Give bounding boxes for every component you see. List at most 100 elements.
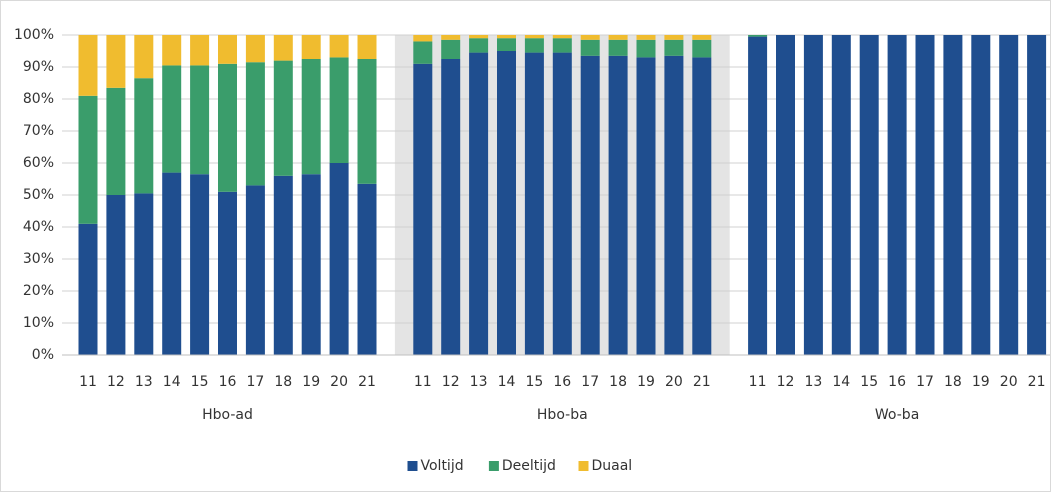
bar-segment <box>190 65 210 175</box>
bar-segment <box>469 38 489 53</box>
bar-segment <box>218 35 237 64</box>
x-tick-label: 15 <box>860 374 878 390</box>
bar-segment <box>469 52 489 355</box>
bar-segment <box>218 63 237 192</box>
x-tick-label: 13 <box>804 374 822 390</box>
bar-segment <box>580 39 600 56</box>
x-tick-label: 11 <box>79 374 97 390</box>
x-tick-label: 18 <box>274 374 292 390</box>
bar-segment <box>552 38 572 53</box>
bar-segment <box>524 35 544 39</box>
bar-segment <box>608 39 628 56</box>
bar-segment <box>162 172 182 355</box>
bar-segment <box>748 36 768 355</box>
bar-segment <box>357 59 377 184</box>
bar-segment <box>190 35 210 66</box>
bar-segment <box>497 35 516 39</box>
y-tick-label: 80% <box>23 91 54 107</box>
bar-segment <box>78 95 98 224</box>
group-label: Wo-ba <box>875 407 919 423</box>
y-tick-label: 0% <box>32 347 54 363</box>
bar-segment <box>776 35 795 355</box>
bar-segment <box>357 183 377 355</box>
x-tick-label: 16 <box>219 374 237 390</box>
x-tick-label: 15 <box>191 374 209 390</box>
bar-segment <box>692 57 712 356</box>
x-tick-label: 17 <box>246 374 264 390</box>
bar-segment <box>497 38 516 51</box>
bar-segment <box>134 193 154 355</box>
bar-segment <box>218 191 237 355</box>
bar-segment <box>245 62 265 186</box>
y-tick-label: 10% <box>23 315 54 331</box>
bar-segment <box>413 35 433 42</box>
x-tick-label: 20 <box>1000 374 1018 390</box>
legend-swatch <box>407 461 418 471</box>
bar-segment <box>664 39 684 56</box>
bar-segment <box>162 65 182 173</box>
y-tick-label: 60% <box>23 155 54 171</box>
legend-swatch <box>488 461 499 471</box>
x-tick-label: 21 <box>358 374 376 390</box>
bar-segment <box>608 55 628 356</box>
bar-segment <box>245 185 265 355</box>
x-tick-label: 17 <box>916 374 934 390</box>
bar-segment <box>106 195 126 355</box>
bar-segment <box>301 174 321 355</box>
bar-segment <box>580 55 600 356</box>
bar-segment <box>524 38 544 53</box>
x-tick-label: 18 <box>944 374 962 390</box>
bar-segment <box>162 35 182 66</box>
bar-segment <box>887 35 907 355</box>
x-tick-label: 11 <box>414 374 432 390</box>
bar-segment <box>524 52 544 355</box>
bar-segment <box>273 60 293 176</box>
bar-segment <box>803 35 823 355</box>
bar-segment <box>580 35 600 40</box>
y-tick-label: 90% <box>23 59 54 75</box>
bar-segment <box>301 59 321 175</box>
x-tick-label: 19 <box>302 374 320 390</box>
bar-segment <box>497 51 516 355</box>
x-tick-label: 14 <box>498 374 516 390</box>
x-tick-label: 20 <box>665 374 683 390</box>
x-tick-label: 11 <box>749 374 767 390</box>
y-tick-label: 30% <box>23 251 54 267</box>
bar-segment <box>190 174 210 355</box>
x-tick-label: 14 <box>163 374 181 390</box>
x-tick-label: 13 <box>135 374 153 390</box>
bar-segment <box>1027 35 1047 355</box>
bar-segment <box>78 223 98 355</box>
x-tick-label: 12 <box>442 374 460 390</box>
bar-segment <box>134 78 154 194</box>
x-tick-label: 13 <box>470 374 488 390</box>
y-tick-label: 50% <box>23 187 54 203</box>
bar-segment <box>608 35 628 40</box>
bar-segment <box>413 41 433 64</box>
bar-segment <box>692 39 712 58</box>
bar-segment <box>78 35 98 96</box>
bar-segment <box>552 35 572 39</box>
x-tick-label: 20 <box>330 374 348 390</box>
bar-segment <box>441 39 461 59</box>
bar-segment <box>329 35 349 58</box>
x-tick-label: 21 <box>693 374 711 390</box>
legend-label: Deeltijd <box>502 458 556 474</box>
bar-segment <box>357 35 377 59</box>
bar-segment <box>441 35 461 40</box>
bar-segment <box>636 35 656 40</box>
bar-segment <box>831 35 851 355</box>
bar-segment <box>999 35 1019 355</box>
y-tick-label: 100% <box>14 27 54 43</box>
legend-swatch <box>578 461 589 471</box>
x-tick-label: 12 <box>777 374 795 390</box>
x-tick-label: 21 <box>1028 374 1046 390</box>
bar-segment <box>106 87 126 195</box>
bar-segment <box>664 55 684 356</box>
bar-segment <box>413 63 433 356</box>
bar-segment <box>971 35 991 355</box>
bar-segment <box>469 35 489 39</box>
legend-label: Voltijd <box>421 458 464 474</box>
bar-segment <box>636 39 656 58</box>
